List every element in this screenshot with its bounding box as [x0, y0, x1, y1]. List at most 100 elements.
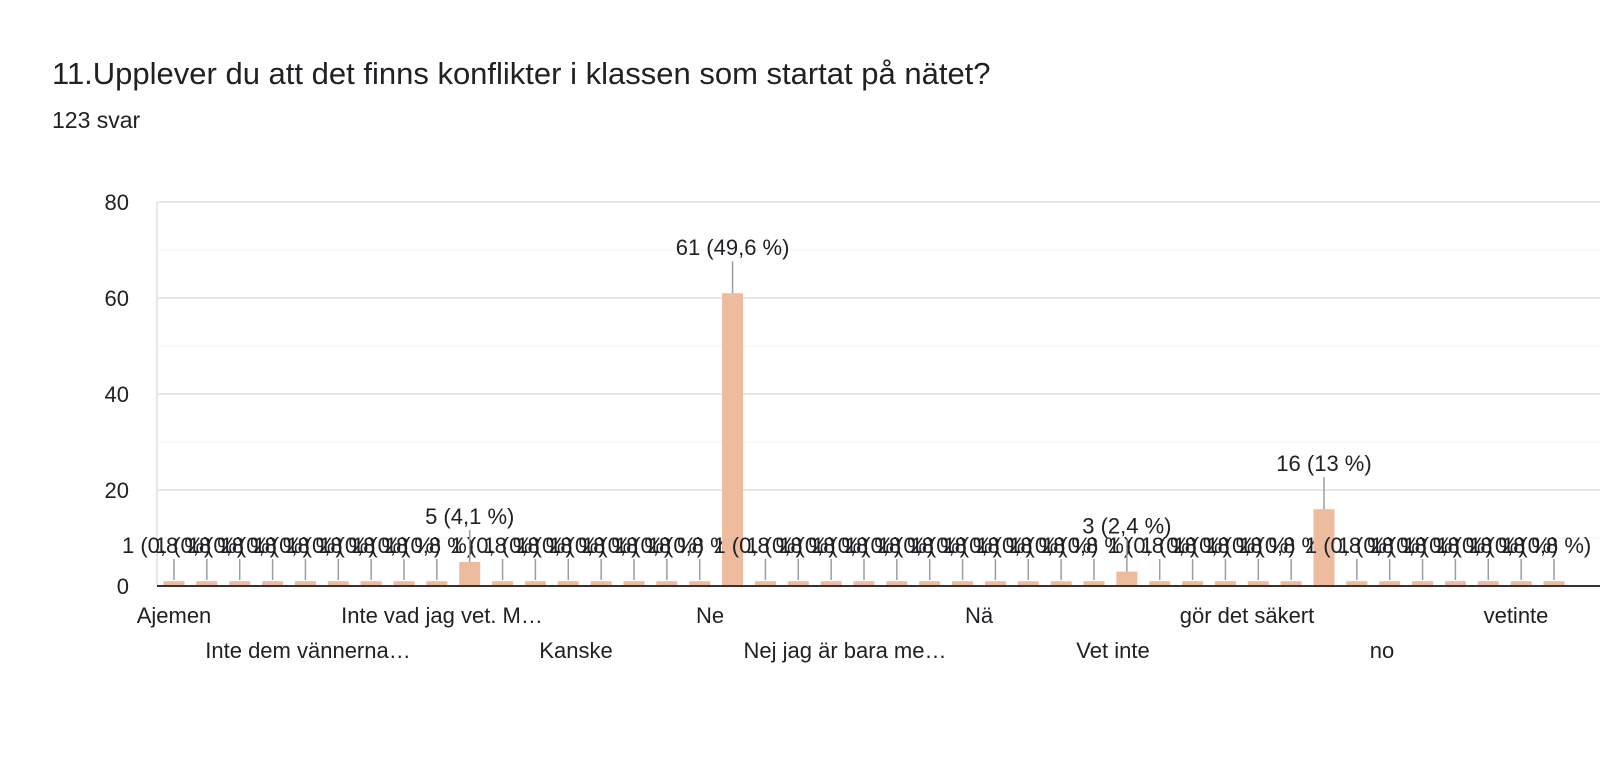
data-label: 1 (0,8 %): [746, 533, 835, 558]
data-label: 1 (0,8 %): [779, 533, 868, 558]
data-label: 1 (0,8 %): [253, 533, 342, 558]
data-label: 1 (0,8 %): [1009, 533, 1098, 558]
bar: [1510, 581, 1532, 586]
x-category-label: Inte dem vännerna…: [205, 638, 410, 663]
y-tick-label: 60: [105, 286, 129, 311]
data-label: 1 (0,8 %): [155, 533, 244, 558]
bar: [1477, 581, 1499, 586]
data-label: 1 (0,8 %): [1403, 533, 1492, 558]
bar: [426, 581, 448, 586]
bar: [1017, 581, 1039, 586]
x-category-label: Inte vad jag vet. M…: [341, 603, 543, 628]
x-category-label: no: [1370, 638, 1394, 663]
bar: [787, 581, 809, 586]
bar: [1083, 581, 1105, 586]
bar: [1379, 581, 1401, 586]
data-label: 1 (0,8 %): [615, 533, 704, 558]
data-label: 1 (0,8 %): [713, 533, 802, 558]
data-label: 1 (0,8 %): [352, 533, 441, 558]
bar: [524, 581, 546, 586]
data-label: 1 (0,8 %): [188, 533, 277, 558]
bar: [196, 581, 218, 586]
data-label: 1 (0,8 %): [1042, 533, 1131, 558]
y-tick-label: 40: [105, 382, 129, 407]
x-category-label: gör det säkert: [1180, 603, 1315, 628]
data-label: 1 (0,8 %): [943, 533, 1032, 558]
bar: [393, 581, 415, 586]
bar: [163, 581, 185, 586]
bar: [722, 293, 744, 586]
data-label: 1 (0,8 %): [1469, 533, 1558, 558]
y-tick-label: 80: [105, 190, 129, 215]
bar: [754, 581, 776, 586]
bar: [327, 581, 349, 586]
bar: [492, 581, 514, 586]
data-label: 1 (0,8 %): [976, 533, 1065, 558]
x-category-label: Nej jag är bara me…: [744, 638, 947, 663]
data-label: 3 (2,4 %): [1082, 514, 1171, 539]
bar: [1313, 509, 1335, 586]
data-label: 1 (0,8 %): [1206, 533, 1295, 558]
data-label: 1 (0,8 %): [451, 533, 540, 558]
bar: [1444, 581, 1466, 586]
x-category-label: Ne: [696, 603, 724, 628]
bar: [689, 581, 711, 586]
bar: [1412, 581, 1434, 586]
bar: [360, 581, 382, 586]
bar: [557, 581, 579, 586]
data-label: 16 (13 %): [1276, 451, 1371, 476]
data-label: 1 (0,8 %): [1305, 533, 1394, 558]
bar: [590, 581, 612, 586]
bar: [1247, 581, 1269, 586]
data-label: 1 (0,8 %): [1371, 533, 1460, 558]
bar: [656, 581, 678, 586]
data-label: 1 (0,8 %): [286, 533, 375, 558]
response-count: 123 svar: [52, 107, 141, 133]
bar: [1182, 581, 1204, 586]
bar: [820, 581, 842, 586]
data-label: 1 (0,8 %): [319, 533, 408, 558]
bar: [459, 562, 481, 586]
bar: [262, 581, 284, 586]
data-label: 1 (0,8 %): [385, 533, 474, 558]
y-tick-label: 20: [105, 478, 129, 503]
data-label: 1 (0,8 %): [878, 533, 967, 558]
x-category-label: Nä: [965, 603, 994, 628]
data-label: 1 (0,8 %): [483, 533, 572, 558]
data-label: 1 (0,8 %): [221, 533, 310, 558]
bar: [853, 581, 875, 586]
bar: [1346, 581, 1368, 586]
bar: [1280, 581, 1302, 586]
data-label: 1 (0,8 %): [122, 533, 211, 558]
bar: [623, 581, 645, 586]
bar: [1543, 581, 1565, 586]
bar: [229, 581, 251, 586]
data-label: 1 (0,8 %): [1173, 533, 1262, 558]
data-label: 5 (4,1 %): [425, 504, 514, 529]
question-title: 11.Upplever du att det finns konflikter …: [52, 56, 991, 91]
x-category-label: Kanske: [539, 638, 612, 663]
bar: [1050, 581, 1072, 586]
bar: [294, 581, 316, 586]
data-label: 1 (0,8 %): [1436, 533, 1525, 558]
bar: [1214, 581, 1236, 586]
x-category-label: vetinte: [1484, 603, 1549, 628]
data-label: 1 (0,8 %): [911, 533, 1000, 558]
data-label: 61 (49,6 %): [676, 235, 790, 260]
y-tick-label: 0: [117, 574, 129, 599]
data-label: 1 (0,8 %): [1338, 533, 1427, 558]
data-label: 1 (0,8 %): [812, 533, 901, 558]
data-label: 1 (0,8 %): [1141, 533, 1230, 558]
bar: [984, 581, 1006, 586]
x-category-label: Ajemen: [137, 603, 212, 628]
bar: [919, 581, 941, 586]
x-category-label: Vet inte: [1076, 638, 1149, 663]
data-label: 1 (0,8 %): [516, 533, 605, 558]
data-label: 1 (0,8 %): [845, 533, 934, 558]
data-label: 1 (0,8 %): [582, 533, 671, 558]
bar: [886, 581, 908, 586]
bar: [1149, 581, 1171, 586]
data-label: 1 (0,8 %): [1108, 533, 1197, 558]
data-label: 1 (0,8 %): [549, 533, 638, 558]
